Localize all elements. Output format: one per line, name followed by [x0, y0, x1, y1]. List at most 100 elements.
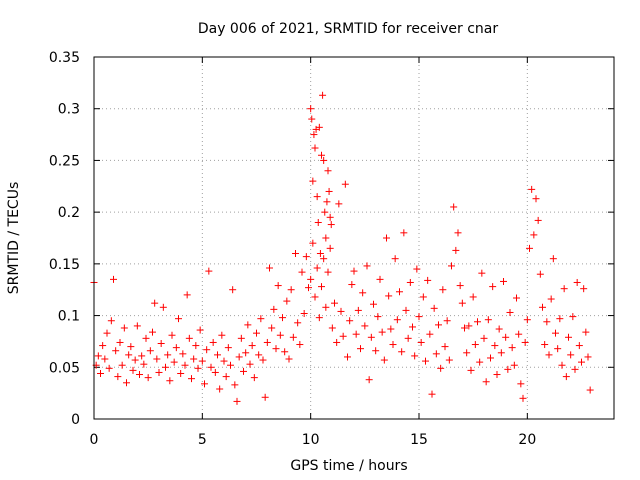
data-point [311, 293, 319, 301]
data-point [508, 344, 516, 352]
data-point [517, 380, 525, 388]
data-point [120, 324, 128, 332]
data-point [231, 381, 239, 389]
data-point [274, 282, 282, 290]
data-point [255, 351, 263, 359]
data-point [393, 316, 401, 324]
data-point [222, 373, 230, 381]
data-point [521, 338, 529, 346]
data-point [389, 341, 397, 349]
data-point [441, 343, 449, 351]
data-point [320, 156, 328, 164]
data-point [118, 361, 126, 369]
data-point [94, 352, 102, 360]
data-point [500, 277, 507, 285]
x-tick-label: 20 [518, 432, 536, 448]
data-point [292, 250, 299, 258]
data-point [547, 295, 555, 303]
data-point [218, 331, 226, 339]
data-point [471, 341, 479, 349]
data-point [569, 313, 577, 321]
data-point [374, 313, 382, 321]
data-point [110, 275, 117, 283]
data-point [406, 278, 414, 286]
data-point [313, 193, 321, 201]
data-point [97, 369, 104, 377]
data-point [114, 373, 122, 381]
data-point [103, 329, 111, 337]
data-point [315, 123, 323, 131]
data-point [422, 357, 429, 365]
data-point [510, 361, 518, 369]
data-point [324, 167, 332, 175]
data-point [539, 303, 546, 311]
data-point [469, 293, 477, 301]
data-point [432, 350, 440, 358]
data-point [259, 356, 267, 364]
data-point [491, 342, 499, 350]
data-point [294, 319, 302, 327]
y-tick-labels: 0 0.05 0.1 0.15 0.2 0.25 0.3 0.35 [49, 50, 80, 428]
data-point [205, 267, 213, 275]
data-point [357, 345, 364, 353]
data-point [289, 333, 297, 341]
data-point [253, 329, 260, 337]
data-point [300, 310, 308, 318]
data-point [322, 234, 330, 242]
data-point [136, 371, 143, 379]
data-point [326, 244, 334, 252]
chart-title: Day 006 of 2021, SRMTID for receiver cna… [198, 21, 499, 37]
data-point [309, 239, 317, 247]
data-point [276, 331, 284, 339]
x-tick-label: 5 [198, 432, 207, 448]
data-point [181, 361, 189, 369]
data-point [519, 394, 527, 402]
data-point [227, 361, 234, 369]
data-point [534, 216, 542, 224]
data-point [196, 326, 204, 334]
data-point [411, 352, 419, 360]
data-point [352, 330, 360, 338]
data-point [348, 281, 356, 289]
data-point [170, 358, 178, 366]
data-point [151, 299, 159, 307]
data-point [578, 358, 585, 366]
y-tick-label: 0.3 [58, 102, 80, 118]
data-point [315, 314, 323, 322]
data-point [123, 379, 130, 387]
data-point [365, 376, 373, 384]
data-point [203, 346, 211, 354]
data-point [298, 268, 306, 276]
data-point [131, 356, 139, 364]
data-point [201, 380, 208, 388]
data-point [337, 307, 345, 315]
data-point [528, 185, 536, 193]
data-point [146, 347, 154, 355]
data-point [445, 356, 453, 364]
data-point [363, 262, 371, 270]
data-point [242, 349, 250, 357]
data-point [549, 255, 557, 263]
data-point [489, 283, 497, 291]
data-point [341, 180, 349, 188]
data-point [562, 373, 570, 381]
data-point [402, 306, 410, 314]
data-point [504, 365, 512, 373]
data-point [495, 325, 503, 333]
data-point [263, 338, 271, 346]
data-point [359, 289, 367, 297]
data-point [582, 328, 590, 336]
data-point [541, 341, 549, 349]
data-point [270, 305, 278, 313]
data-point [443, 317, 451, 325]
y-axis-label: SRMTID / TECUs [6, 182, 22, 295]
data-point [376, 275, 384, 283]
data-point [400, 229, 408, 237]
data-point [305, 284, 312, 292]
data-point [153, 355, 161, 363]
data-point [172, 344, 180, 352]
data-point [571, 365, 579, 373]
data-point [190, 355, 198, 363]
data-point [138, 352, 146, 360]
data-point [323, 198, 331, 206]
